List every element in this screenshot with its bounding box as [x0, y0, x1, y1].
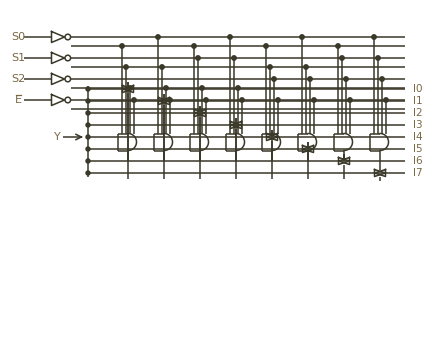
Circle shape	[86, 99, 90, 103]
Text: Y: Y	[54, 132, 61, 142]
Circle shape	[200, 86, 204, 90]
Circle shape	[86, 123, 90, 127]
Text: S2: S2	[11, 74, 25, 84]
Circle shape	[344, 77, 348, 81]
Circle shape	[168, 98, 172, 102]
Circle shape	[376, 56, 380, 60]
Circle shape	[384, 98, 388, 102]
Text: S1: S1	[11, 53, 25, 63]
Circle shape	[192, 44, 196, 48]
Circle shape	[86, 135, 90, 139]
Circle shape	[120, 44, 124, 48]
Circle shape	[276, 98, 280, 102]
Text: I2: I2	[413, 108, 422, 118]
Circle shape	[124, 65, 128, 69]
Circle shape	[132, 98, 136, 102]
Circle shape	[65, 97, 70, 103]
Text: I6: I6	[413, 156, 422, 166]
Text: E: E	[15, 95, 22, 105]
Circle shape	[86, 87, 90, 91]
Circle shape	[228, 35, 232, 39]
Text: I3: I3	[413, 120, 422, 130]
Text: I4: I4	[413, 132, 422, 142]
Text: I5: I5	[413, 144, 422, 154]
Circle shape	[128, 86, 132, 90]
Circle shape	[348, 98, 352, 102]
Circle shape	[268, 65, 272, 69]
Circle shape	[86, 159, 90, 163]
Text: S0: S0	[11, 32, 25, 42]
Circle shape	[236, 86, 240, 90]
Circle shape	[304, 65, 308, 69]
Text: I1: I1	[413, 96, 422, 106]
Circle shape	[196, 56, 200, 60]
Circle shape	[308, 77, 312, 81]
Circle shape	[156, 35, 160, 39]
Circle shape	[164, 86, 168, 90]
Text: I0: I0	[413, 84, 422, 94]
Circle shape	[65, 34, 70, 40]
Text: I7: I7	[413, 168, 422, 178]
Circle shape	[312, 98, 316, 102]
Circle shape	[340, 56, 344, 60]
Circle shape	[272, 77, 276, 81]
Circle shape	[86, 111, 90, 115]
Circle shape	[380, 77, 384, 81]
Circle shape	[86, 171, 90, 175]
Circle shape	[300, 35, 304, 39]
Circle shape	[65, 76, 70, 82]
Circle shape	[65, 55, 70, 61]
Circle shape	[336, 44, 340, 48]
Circle shape	[160, 65, 164, 69]
Circle shape	[86, 147, 90, 151]
Circle shape	[264, 44, 268, 48]
Circle shape	[204, 98, 208, 102]
Circle shape	[232, 56, 236, 60]
Circle shape	[372, 35, 376, 39]
Circle shape	[240, 98, 244, 102]
